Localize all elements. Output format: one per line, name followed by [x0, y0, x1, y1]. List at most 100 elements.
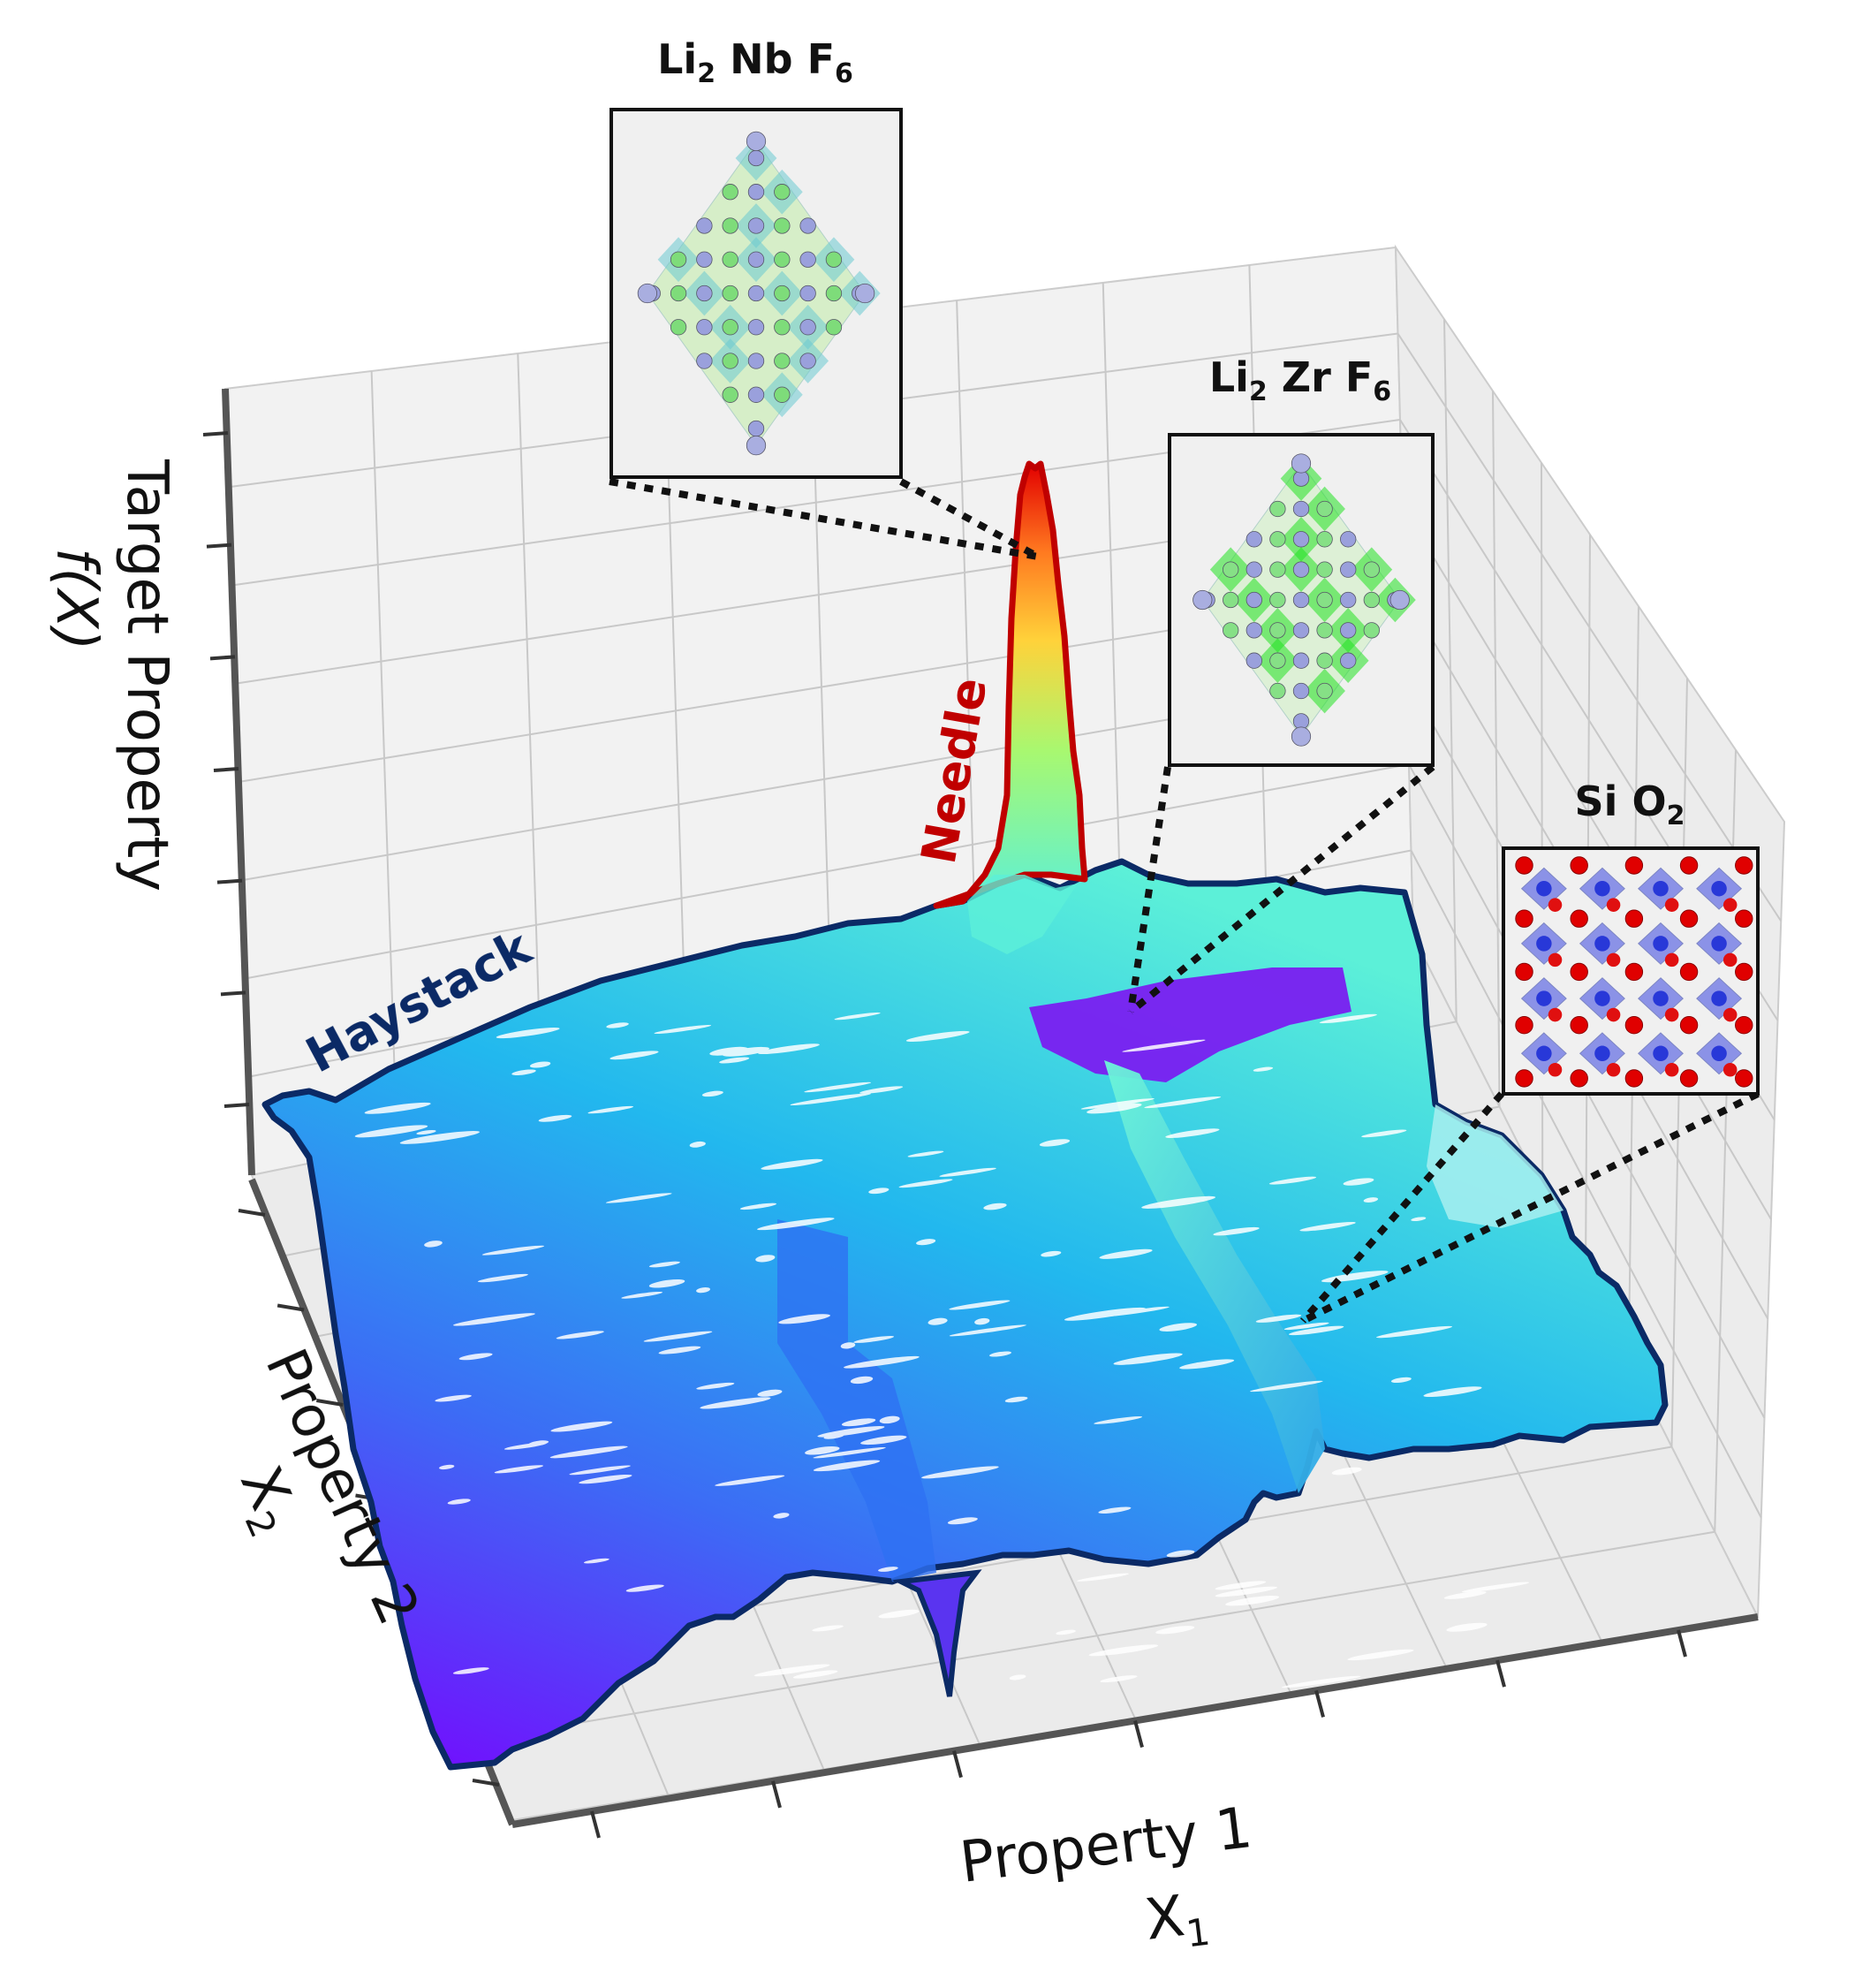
texture-streak	[1215, 1581, 1267, 1590]
pointer-sio2-left	[1299, 1091, 1505, 1324]
texture-streak	[715, 1475, 785, 1486]
crystal-atom	[1246, 591, 1262, 609]
texture-streak	[755, 1255, 776, 1263]
crystal-atom	[1316, 500, 1333, 518]
texture-streak	[1041, 1250, 1062, 1257]
oxygen-atom	[1548, 898, 1563, 912]
texture-streak	[1179, 1359, 1235, 1370]
crystal-atom	[1292, 622, 1310, 639]
texture-streak	[1390, 1377, 1412, 1384]
silicon-atom	[1594, 936, 1610, 952]
oxygen-atom	[1722, 1007, 1738, 1022]
crystal-atom	[1292, 531, 1310, 548]
crystal-atom	[722, 217, 738, 234]
pointer-linbf6-right	[899, 478, 1040, 560]
texture-streak	[481, 1245, 545, 1256]
crystal-atom	[1269, 500, 1286, 518]
crystal-atom	[722, 386, 738, 403]
texture-streak	[364, 1102, 431, 1114]
z-axis-label: Target Property f(X)	[43, 459, 179, 892]
structure-sio2	[1502, 846, 1760, 1096]
oxygen-atom	[1735, 909, 1753, 928]
z-axis-spine	[222, 388, 255, 1176]
needle-base-blend	[967, 875, 1078, 954]
texture-streak	[843, 1355, 920, 1369]
crystal-atom	[1292, 561, 1310, 578]
texture-streak	[1462, 1582, 1530, 1593]
texture-streak	[1064, 1307, 1146, 1321]
crystal-atom	[746, 436, 767, 456]
crystal-atom	[799, 251, 816, 268]
needle-peak	[933, 460, 1088, 909]
texture-streak	[949, 1324, 1026, 1337]
texture-streak	[939, 1167, 996, 1177]
formula-lizrf6: Li2 Zr F6	[1208, 353, 1392, 408]
texture-streak	[1361, 1129, 1407, 1138]
pointer-linbf6-left	[609, 478, 1039, 560]
y-tick	[472, 1779, 500, 1787]
crystal-atom	[1269, 622, 1286, 639]
texture-streak	[853, 1336, 895, 1343]
texture-streak	[921, 1466, 999, 1479]
crystal-atom	[722, 285, 738, 302]
texture-streak	[689, 1141, 706, 1148]
texture-streak	[792, 1670, 838, 1679]
texture-streak	[1094, 1416, 1143, 1424]
oxygen-atom	[1679, 1016, 1699, 1035]
texture-streak	[757, 1218, 835, 1231]
texture-streak	[621, 1291, 663, 1299]
oxygen-atom	[1606, 952, 1621, 967]
crystal-atom	[774, 184, 791, 201]
texture-streak	[1363, 1197, 1379, 1203]
z-axis-label-line2: f(X)	[43, 548, 109, 650]
silicon-atom	[1653, 936, 1669, 952]
x-tick	[1314, 1689, 1325, 1718]
texture-streak	[758, 1043, 820, 1055]
oxygen-atom	[1606, 1007, 1621, 1022]
crystal-atom	[1292, 500, 1310, 518]
oxygen-atom	[1515, 1016, 1533, 1035]
structure-linbf6	[610, 108, 903, 479]
texture-streak	[528, 1440, 549, 1446]
oxygen-atom	[1679, 856, 1699, 875]
y-tick	[238, 1209, 266, 1217]
crystal-atom	[1316, 622, 1333, 639]
oxygen-atom	[1679, 909, 1699, 928]
texture-streak	[1443, 1590, 1487, 1599]
x-axis-label-line2: X1	[1141, 1881, 1212, 1961]
crystal-atom	[1316, 531, 1333, 548]
oxygen-atom	[1570, 856, 1588, 875]
silicon-atom	[1711, 880, 1727, 897]
texture-streak	[868, 1187, 890, 1195]
z-tick	[206, 543, 232, 549]
silicon-atom	[1594, 880, 1610, 897]
oxygen-atom	[1679, 962, 1699, 982]
crystal-atom	[799, 285, 816, 302]
crystal-atom	[637, 283, 658, 304]
crystal-atom	[1269, 682, 1286, 700]
texture-streak	[790, 1093, 872, 1106]
crystal-atom	[825, 251, 843, 268]
texture-streak	[1299, 1221, 1356, 1232]
crystal-atom	[747, 386, 765, 403]
texture-streak	[1423, 1386, 1482, 1398]
crystal-atom	[1223, 622, 1239, 639]
texture-streak	[1080, 1098, 1155, 1110]
oxygen-atom	[1664, 898, 1679, 912]
oxygen-atom	[1624, 856, 1644, 875]
texture-streak	[447, 1499, 471, 1505]
texture-streak	[1098, 1506, 1132, 1514]
grid-line	[479, 1530, 1715, 1741]
texture-streak	[1347, 1649, 1414, 1661]
crystal-atom	[722, 184, 738, 201]
texture-streak	[805, 1446, 840, 1455]
crystal-atom	[747, 353, 765, 369]
crystal-atom	[1223, 591, 1239, 609]
crystal-atom	[696, 319, 713, 336]
pointer-sio2-right	[1301, 1090, 1760, 1324]
crystal-atom	[747, 285, 765, 302]
texture-streak	[529, 1061, 551, 1068]
texture-streak	[1056, 1629, 1076, 1635]
crystal-atom	[1292, 652, 1310, 669]
texture-streak	[928, 1317, 948, 1325]
